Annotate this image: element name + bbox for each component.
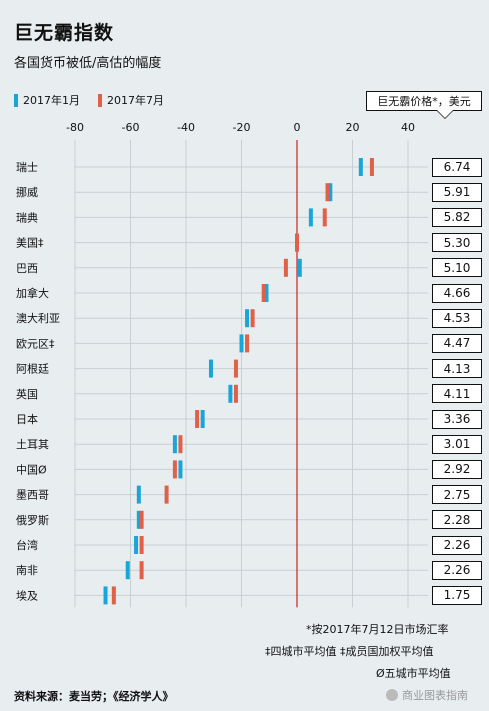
marker-jul-3 — [295, 233, 299, 252]
price-box-5: 4.66 — [432, 283, 482, 303]
marker-jan-16 — [125, 561, 130, 580]
marker-jul-5 — [261, 284, 266, 302]
watermark-label: 商业图表指南 — [402, 689, 468, 702]
marker-jan-11 — [172, 435, 177, 454]
marker-jul-8 — [233, 359, 238, 378]
page-title: 巨无霸指数 — [14, 22, 115, 44]
marker-jul-0 — [369, 158, 374, 176]
marker-jan-5 — [264, 284, 269, 302]
marker-jan-13 — [136, 485, 141, 504]
country-label-15: 台湾 — [16, 538, 38, 552]
marker-jan-12 — [178, 460, 183, 479]
marker-jul-13 — [164, 485, 169, 504]
legend-swatch-jan — [14, 93, 18, 107]
marker-jul-14 — [139, 510, 144, 529]
marker-jan-14 — [136, 510, 141, 529]
marker-jan-0 — [358, 158, 363, 176]
legend-label-jul: 2017年7月 — [107, 94, 164, 107]
country-label-9: 英国 — [16, 387, 38, 401]
x-tick-label-0: -80 — [66, 121, 84, 134]
price-box-14: 2.28 — [432, 510, 482, 530]
marker-jan-8 — [208, 359, 213, 378]
marker-jul-10 — [195, 410, 200, 428]
marker-jul-1 — [325, 183, 330, 202]
country-label-12: 中国Ø — [16, 463, 47, 476]
price-box-0: 6.74 — [432, 157, 482, 177]
chart-subtitle: 各国货币被低/高估的幅度 — [14, 56, 162, 71]
marker-jul-17 — [111, 586, 116, 605]
price-box-3: 5.30 — [432, 233, 482, 253]
marker-jul-15 — [139, 536, 144, 554]
price-box-2: 5.82 — [432, 207, 482, 227]
footnote-five-city: Ø五城市平均值 — [376, 667, 451, 680]
price-box-8: 4.13 — [432, 359, 482, 379]
price-box-4: 5.10 — [432, 258, 482, 278]
country-label-8: 阿根廷 — [16, 362, 49, 376]
x-tick-label-1: -60 — [122, 121, 140, 134]
country-label-0: 瑞士 — [16, 160, 38, 174]
marker-jul-6 — [250, 309, 255, 328]
marker-jan-6 — [245, 309, 250, 328]
marker-jul-4 — [283, 258, 288, 277]
country-label-1: 挪威 — [16, 185, 38, 199]
price-box-9: 4.11 — [432, 384, 482, 404]
legend-label-jan: 2017年1月 — [23, 94, 80, 107]
x-tick-label-6: 40 — [401, 121, 415, 134]
x-tick-label-2: -40 — [177, 121, 195, 134]
marker-jul-7 — [245, 334, 250, 353]
marker-jan-4 — [297, 258, 302, 277]
footnote-exchange-rate: *按2017年7月12日市场汇率 — [306, 623, 449, 636]
country-label-4: 巴西 — [16, 262, 38, 275]
price-box-15: 2.26 — [432, 535, 482, 555]
price-column-header: 巨无霸价格*，美元 — [366, 91, 482, 111]
price-box-11: 3.01 — [432, 434, 482, 454]
price-box-6: 4.53 — [432, 308, 482, 328]
marker-jul-16 — [139, 561, 144, 580]
country-label-7: 欧元区‡ — [16, 337, 55, 350]
country-label-13: 墨西哥 — [16, 489, 49, 502]
x-tick-label-4: 0 — [294, 121, 301, 134]
price-box-16: 2.26 — [432, 560, 482, 580]
price-header-pointer-fill — [437, 110, 453, 118]
country-label-10: 日本 — [16, 412, 38, 426]
marker-jul-9 — [233, 384, 238, 403]
marker-jul-12 — [172, 460, 177, 479]
marker-jan-10 — [200, 410, 205, 428]
marker-jan-17 — [103, 586, 108, 605]
marker-jan-9 — [228, 384, 233, 403]
country-label-5: 加拿大 — [16, 286, 49, 300]
price-box-17: 1.75 — [432, 585, 482, 605]
price-box-13: 2.75 — [432, 485, 482, 505]
country-label-11: 土耳其 — [16, 438, 49, 451]
marker-jan-2 — [308, 208, 313, 227]
wechat-icon — [386, 689, 398, 701]
country-label-3: 美国‡ — [16, 237, 44, 250]
marker-jan-1 — [328, 183, 333, 202]
legend-swatch-jul — [98, 93, 102, 107]
legend: 2017年1月 2017年7月 — [14, 92, 182, 108]
x-tick-label-5: 20 — [346, 121, 360, 134]
country-label-16: 南非 — [16, 564, 38, 577]
price-box-12: 2.92 — [432, 459, 482, 479]
country-label-2: 瑞典 — [16, 210, 38, 224]
source-note: 资料来源：麦当劳；《经济学人》 — [14, 690, 174, 703]
marker-jul-11 — [178, 435, 183, 454]
price-box-10: 3.36 — [432, 409, 482, 429]
country-label-14: 俄罗斯 — [16, 514, 49, 527]
x-tick-label-3: -20 — [233, 121, 251, 134]
marker-jul-2 — [322, 208, 327, 227]
price-box-7: 4.47 — [432, 333, 482, 353]
price-box-1: 5.91 — [432, 182, 482, 202]
watermark: 商业图表指南 — [386, 687, 468, 703]
country-label-6: 澳大利亚 — [16, 311, 60, 325]
country-label-17: 埃及 — [16, 588, 38, 602]
footnote-averages: ‡四城市平均值 ‡成员国加权平均值 — [265, 645, 434, 658]
legend-item-jul: 2017年7月 — [98, 92, 164, 108]
marker-jan-7 — [239, 334, 244, 353]
marker-jan-15 — [134, 536, 139, 554]
legend-item-jan: 2017年1月 — [14, 92, 80, 108]
